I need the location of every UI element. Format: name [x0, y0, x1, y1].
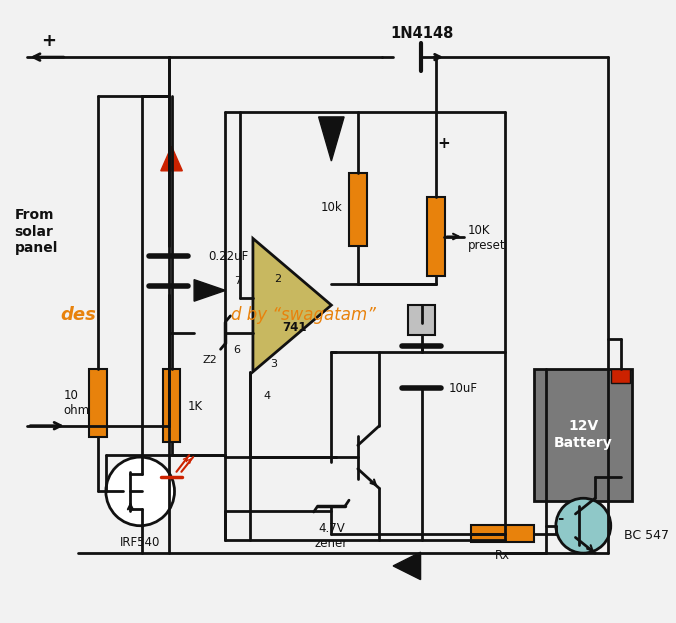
Text: 741: 741: [282, 321, 306, 334]
Bar: [408, 305, 435, 335]
Text: 7: 7: [234, 275, 241, 285]
Text: 4: 4: [263, 391, 270, 401]
Text: des: des: [61, 306, 97, 324]
Polygon shape: [194, 280, 226, 301]
Polygon shape: [393, 552, 420, 579]
Text: 10uF: 10uF: [449, 382, 478, 395]
Text: d by “swagatam”: d by “swagatam”: [231, 306, 377, 324]
Text: 2: 2: [274, 273, 282, 283]
Polygon shape: [253, 239, 331, 372]
Text: 6: 6: [234, 345, 241, 355]
Text: 10k: 10k: [320, 201, 342, 214]
Text: +: +: [41, 32, 57, 50]
Text: From
solar
panel: From solar panel: [15, 209, 58, 255]
Text: 4.7V
zener: 4.7V zener: [315, 521, 348, 549]
Bar: [163, 369, 180, 442]
Bar: [349, 173, 366, 246]
Text: Z2: Z2: [202, 355, 217, 365]
Text: 1N4148: 1N4148: [390, 26, 453, 41]
Bar: [470, 525, 534, 543]
Bar: [610, 369, 630, 383]
Text: 0.22uF: 0.22uF: [208, 250, 248, 263]
Bar: [427, 197, 445, 276]
Text: 10K
preset: 10K preset: [468, 224, 505, 252]
Text: -: -: [558, 511, 564, 526]
Circle shape: [106, 457, 174, 526]
Text: 3: 3: [270, 359, 278, 369]
Text: 1K: 1K: [187, 399, 202, 412]
Text: IRF540: IRF540: [120, 536, 160, 549]
Text: Rx: Rx: [494, 549, 510, 561]
Polygon shape: [318, 117, 344, 161]
Text: +: +: [438, 136, 450, 151]
Text: 10
ohm: 10 ohm: [64, 389, 90, 417]
Text: BC 547: BC 547: [625, 529, 669, 542]
Bar: [534, 369, 632, 501]
Circle shape: [556, 498, 610, 553]
Bar: [89, 369, 107, 437]
Polygon shape: [161, 146, 183, 171]
Text: 12V
Battery: 12V Battery: [554, 419, 612, 450]
